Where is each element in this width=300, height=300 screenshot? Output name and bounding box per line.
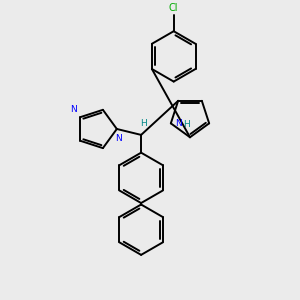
Text: H: H	[140, 119, 147, 128]
Text: Cl: Cl	[169, 3, 178, 13]
Text: N: N	[115, 134, 122, 143]
Text: N: N	[175, 119, 182, 128]
Text: N: N	[70, 105, 77, 114]
Text: H: H	[183, 120, 190, 129]
